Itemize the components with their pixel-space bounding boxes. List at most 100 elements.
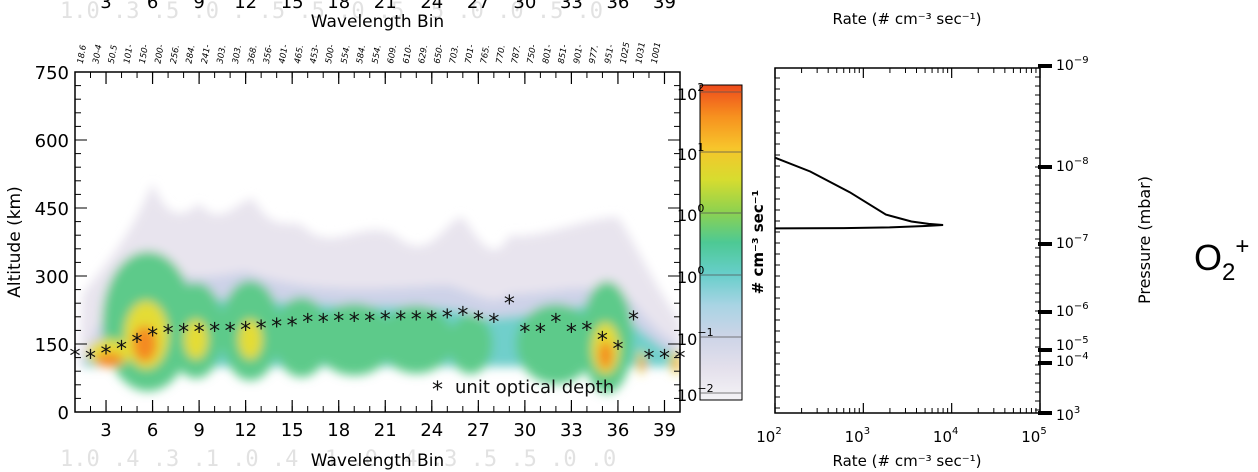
top-tick-label: 9	[193, 0, 204, 13]
optical-depth-marker: *	[612, 338, 623, 363]
top-rate-axis-label: Rate (# cm⁻³ sec⁻¹)	[833, 10, 982, 28]
rate-tick-label: 103	[845, 426, 870, 446]
species-label: O2+	[1194, 233, 1249, 286]
top-bin-label: 770.	[495, 44, 508, 64]
top-bin-label: 241-	[200, 44, 213, 65]
y-tick-label: 0	[58, 403, 69, 424]
top-tick-label: 39	[653, 0, 676, 13]
top-bin-label: 703.	[448, 44, 461, 64]
top-tick-label: 21	[374, 0, 397, 13]
optical-depth-marker: *	[333, 309, 344, 334]
top-bin-label: 256.	[169, 44, 182, 64]
x-tick-label: 3	[100, 420, 111, 441]
top-bin-label: 610-	[402, 44, 415, 65]
top-bin-label: 50.5	[107, 44, 120, 64]
top-tick-label: 33	[560, 0, 583, 13]
x-tick-label: 12	[234, 420, 257, 441]
optical-depth-marker: *	[147, 324, 158, 349]
optical-depth-marker: *	[240, 318, 251, 343]
optical-depth-marker: *	[85, 347, 96, 372]
optical-depth-marker: *	[194, 320, 205, 345]
top-bin-label: 356-	[262, 44, 275, 65]
svg-text:1.0 .4 .3 .1 .0 .4 .1 .0 .4 .3: 1.0 .4 .3 .1 .0 .4 .1 .0 .4 .3 .5 .5 .0 …	[60, 447, 616, 472]
pressure-tick-label: 103	[1056, 405, 1080, 424]
colorbar-tick-label: 102	[677, 81, 704, 104]
colorbar-tick-label: 10−1	[677, 326, 714, 349]
x-tick-label: 30	[513, 420, 536, 441]
top-tick-label: 18	[327, 0, 350, 13]
top-bin-label: 368.	[247, 44, 260, 64]
pressure-axis-label: Pressure (mbar)	[1135, 176, 1154, 304]
top-bin-label: 554.	[340, 44, 353, 64]
optical-depth-marker: *	[426, 308, 437, 333]
top-bin-labels: 18.6 30-4 50.5 101- 150- 200- 256. 284. 241- 303.…	[76, 41, 664, 64]
optical-depth-marker: *	[519, 320, 530, 345]
rate-axis-label: Rate (# cm⁻³ sec⁻¹)	[833, 452, 982, 470]
optical-depth-marker: *	[349, 309, 360, 334]
rate-tick-label: 105	[1021, 426, 1046, 446]
x-tick-label: 33	[560, 420, 583, 441]
top-bin-label: 500-	[324, 44, 337, 65]
optical-depth-marker: *	[287, 314, 298, 339]
pressure-tick-label: 10−9	[1056, 55, 1089, 74]
top-bin-label: 401-	[278, 44, 291, 65]
colorbar-tick-label: 100	[677, 264, 704, 287]
top-axis-label: Wavelength Bin	[311, 12, 444, 32]
top-bin-label: 750-	[526, 44, 539, 65]
top-tick-label: 24	[420, 0, 443, 13]
top-tick-label: 6	[147, 0, 158, 13]
optical-depth-marker: *	[457, 304, 468, 329]
top-tick-label: 15	[281, 0, 304, 13]
optical-depth-marker: *	[380, 308, 391, 333]
pressure-tick-label: 10−6	[1056, 301, 1089, 320]
top-tick-label: 12	[234, 0, 257, 13]
optical-depth-marker: *	[395, 308, 406, 333]
top-bin-label: 901-	[572, 44, 585, 65]
optical-depth-marker: *	[256, 317, 267, 342]
top-bin-label: 765.	[479, 44, 492, 64]
x-tick-label: 18	[327, 420, 350, 441]
top-bin-label: 284.	[184, 44, 197, 64]
colorbar-tick-label: 10−2	[677, 382, 714, 405]
optical-depth-marker: *	[318, 310, 329, 335]
heatmap-ticks: 3 6 9 12 15 18 21 24 27 30 33 36 390150300450600750W…	[5, 0, 681, 471]
optical-depth-marker: *	[411, 308, 422, 333]
top-bin-label: 851-	[557, 44, 570, 65]
top-bin-label: 200-	[153, 44, 166, 65]
colorbar-label: # cm⁻³ sec⁻¹	[749, 190, 767, 295]
pressure-tick-label: 10−7	[1056, 233, 1089, 252]
optical-depth-marker: *	[550, 310, 561, 335]
optical-depth-marker: *	[473, 308, 484, 333]
heatmap-field	[78, 183, 680, 394]
rate-profile-panel: 102 103 104 105 10−9 10−8 10−7 10−6 10−510−4 103 P…	[756, 10, 1154, 470]
top-bin-label: 1025	[619, 41, 633, 64]
x-tick-label: 27	[467, 420, 490, 441]
x-tick-label: 6	[147, 420, 158, 441]
top-bin-label: 584.	[355, 44, 368, 64]
legend-label: unit optical depth	[455, 377, 614, 398]
top-tick-label: 3	[100, 0, 111, 13]
y-tick-label: 600	[35, 131, 69, 152]
top-bin-label: 609.	[386, 44, 399, 64]
top-bin-label: 101-	[122, 44, 135, 65]
heatmap-frame	[74, 71, 681, 413]
optical-depth-marker: *	[271, 315, 282, 340]
top-bin-label: 30-4	[91, 44, 104, 65]
optical-depth-marker: *	[628, 308, 639, 333]
x-tick-label: 21	[374, 420, 397, 441]
y-axis-label: Altitude (km)	[5, 186, 25, 298]
pressure-tick-label: 10−4	[1056, 351, 1089, 370]
optical-depth-marker: *	[488, 310, 499, 335]
x-tick-label: 39	[653, 420, 676, 441]
svg-text:1.0 .3 .5 .0 . .5 .5 .0 .5 .5: 1.0 .3 .5 .0 . .5 .5 .0 .5 .5 .0 .0 .5 .…	[60, 0, 603, 24]
x-tick-label: 24	[420, 420, 443, 441]
y-tick-label: 300	[35, 267, 69, 288]
legend-marker: *	[432, 378, 443, 403]
optical-depth-marker: *	[504, 292, 515, 317]
ghost-text: 1.0 .3 .5 .0 . .5 .5 .0 .5 .5 .0 .0 .5 .…	[60, 0, 616, 472]
optical-depth-marker: *	[659, 347, 670, 372]
colorbar: 102 101 100 100 10−1 10−2 # cm⁻³ sec⁻¹	[677, 81, 767, 405]
top-bin-label: 801-	[541, 44, 554, 65]
top-bin-label: 787.	[510, 44, 523, 64]
